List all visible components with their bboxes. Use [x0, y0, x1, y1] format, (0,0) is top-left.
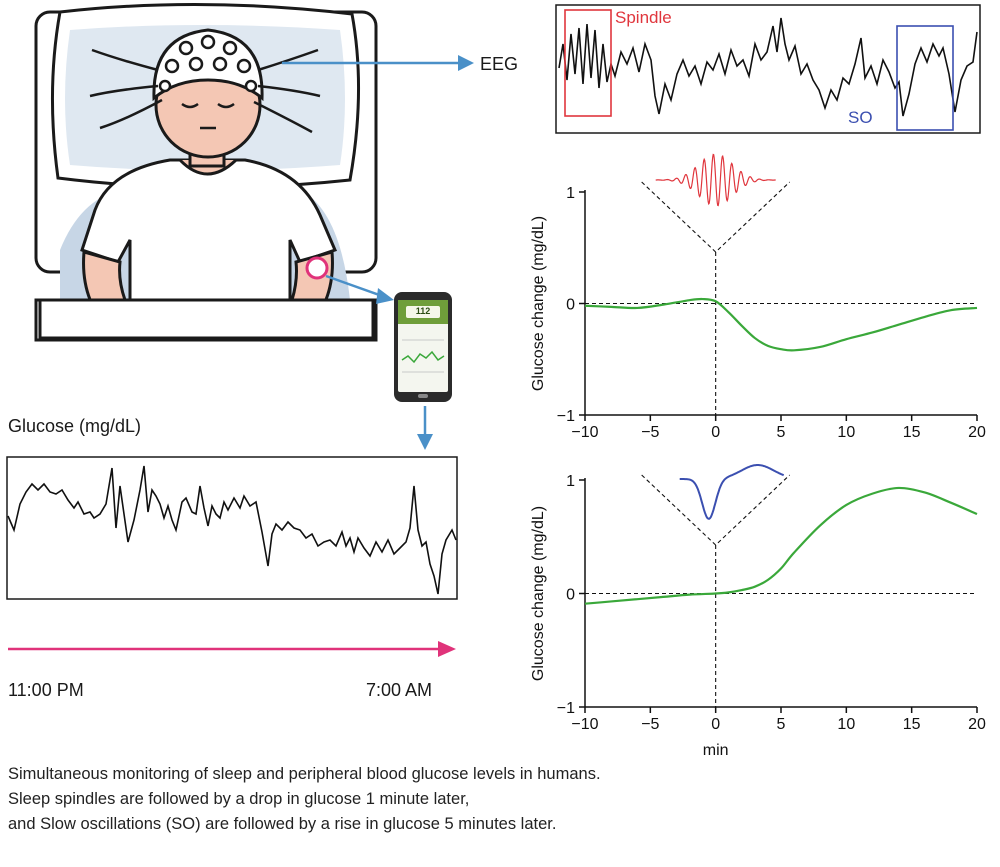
chart1-spindle-waveform-icon — [655, 153, 776, 207]
caption-line-2: Sleep spindles are followed by a drop in… — [8, 790, 470, 808]
figure-caption: Simultaneous monitoring of sleep and per… — [8, 762, 988, 837]
chart1-y-label: Glucose change (mg/dL) — [530, 216, 547, 391]
so-box — [896, 25, 954, 131]
chart1-series-line — [584, 297, 978, 352]
chart2-series-line — [584, 486, 978, 605]
chart1-y-tick-label: 0 — [566, 297, 575, 314]
timeline-start-label: 11:00 PM — [8, 680, 84, 700]
chart2-x-tick-label: 0 — [711, 716, 720, 733]
chart1-y-tick-label: 1 — [566, 185, 575, 202]
arrow-to-glucose — [417, 406, 433, 450]
chart1-y-tick-label: −1 — [557, 408, 575, 425]
chart1-x-tick-label: 20 — [968, 424, 986, 441]
spindle-box — [564, 9, 612, 117]
glucose-trace — [6, 456, 458, 600]
spindle-label: Spindle — [615, 8, 672, 27]
timeline-arrow — [8, 641, 456, 657]
chart2-x-label: min — [703, 742, 729, 759]
chart1-x-tick-label: 5 — [777, 424, 786, 441]
chart1-x-tick-label: 15 — [903, 424, 921, 441]
chart2-inset-funnel — [641, 474, 791, 546]
glucose-trace-line — [7, 465, 457, 595]
chart2-x-tick-label: −5 — [641, 716, 659, 733]
chart2-y-tick-label: 0 — [566, 587, 575, 604]
chart1-x-tick-label: −10 — [571, 424, 598, 441]
chart2-x-tick-label: 5 — [777, 716, 786, 733]
chart2-x-tick-label: −10 — [571, 716, 598, 733]
caption-line-3: and Slow oscillations (SO) are followed … — [8, 815, 557, 833]
chart2-y-tick-label: −1 — [557, 700, 575, 717]
patient-illustration — [34, 2, 378, 342]
eeg-trace — [555, 4, 981, 134]
chart1-inset-funnel — [641, 181, 791, 253]
chart2-y-tick-label: 1 — [566, 473, 575, 490]
timeline-end-label: 7:00 AM — [366, 680, 433, 700]
smartphone — [394, 292, 452, 402]
caption-line-1: Simultaneous monitoring of sleep and per… — [8, 765, 601, 783]
eeg-label: EEG — [480, 54, 519, 74]
chart1-x-tick-label: −5 — [641, 424, 659, 441]
chart2-x-tick-label: 15 — [903, 716, 921, 733]
chart2-so-waveform-icon — [679, 464, 785, 520]
glucose-trace-title: Glucose (mg/dL) — [8, 416, 142, 436]
chart1-x-tick-label: 0 — [711, 424, 720, 441]
chart1-x-tick-label: 10 — [837, 424, 855, 441]
arrow-to-eeg — [282, 55, 474, 71]
chart2-y-label: Glucose change (mg/dL) — [530, 506, 547, 681]
chart2-x-tick-label: 20 — [968, 716, 986, 733]
so-label: SO — [848, 108, 873, 127]
phone-glucose-reading: 112 — [415, 306, 431, 316]
arrow-to-phone — [325, 274, 394, 304]
chart2-x-tick-label: 10 — [837, 716, 855, 733]
